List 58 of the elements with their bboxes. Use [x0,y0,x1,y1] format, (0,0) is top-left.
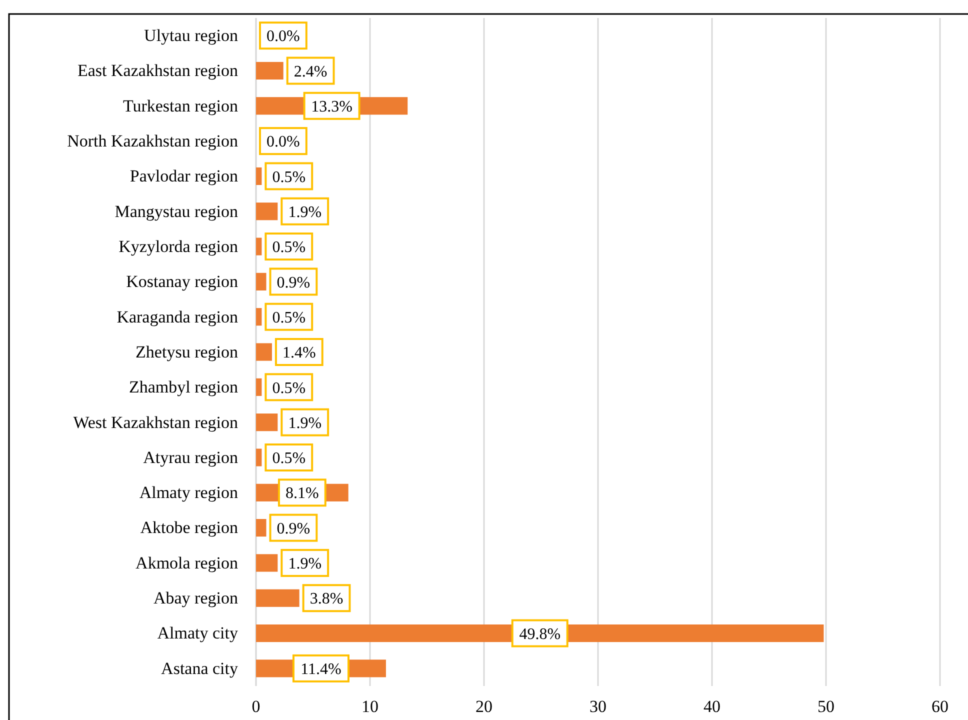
y-tick-label: Kostanay region [126,272,238,292]
x-tick-label: 50 [818,697,834,716]
data-label: 0.5% [272,450,306,468]
x-tick-label: 60 [932,697,948,716]
bar [256,308,262,326]
data-label: 0.0% [266,134,300,151]
data-label: 1.9% [288,556,322,573]
data-label: 0.5% [272,168,306,186]
data-label: 0.9% [276,520,310,538]
x-tick-label: 40 [704,697,720,716]
y-tick-label: Atyrau region [143,448,238,467]
bar [256,519,266,537]
data-label: 0.9% [276,274,310,292]
data-label: 13.3% [311,98,352,116]
bar [256,238,262,256]
x-tick-label: 20 [476,697,492,716]
y-tick-label: West Kazakhstan region [73,412,238,432]
y-tick-label: Akmola region [136,553,238,572]
y-tick-label: Astana city [161,658,238,678]
x-tick-label: 10 [362,697,378,716]
x-tick-label: 30 [590,697,606,716]
y-tick-label: Zhetysu region [136,342,238,362]
bar [256,448,262,466]
data-label: 49.8% [519,626,561,643]
y-tick-label: Aktobe region [140,518,238,538]
data-label: 1.9% [288,414,322,432]
bar [256,343,272,361]
y-tick-label: North Kazakhstan region [67,131,238,150]
data-label: 0.5% [272,309,306,326]
data-label: 1.4% [282,344,316,362]
bar [256,272,266,290]
bar [256,589,300,607]
y-tick-label: Almaty region [139,483,238,502]
bar [256,414,278,432]
x-tick-label: 0 [252,697,260,716]
y-tick-label: East Kazakhstan region [78,61,238,80]
data-label: 2.4% [294,63,328,80]
data-label: 1.9% [288,204,322,221]
y-tick-label: Almaty city [157,624,238,643]
data-label: 8.1% [286,485,319,502]
data-label: 3.8% [310,590,344,608]
y-tick-label: Karaganda region [116,307,238,326]
data-label: 0.0% [266,28,300,46]
y-tick-label: Mangystau region [114,202,238,221]
y-tick-label: Ulytau region [144,26,238,46]
bar [256,202,278,220]
data-label: 0.5% [272,239,306,256]
data-label: 0.5% [272,380,306,397]
y-tick-label: Abay region [153,588,238,608]
y-tick-label: Kyzylorda region [118,236,238,256]
data-label: 11.4% [300,661,342,678]
y-tick-label: Pavlodar region [130,166,238,186]
bar [256,167,262,185]
y-tick-label: Turkestan region [122,96,238,116]
y-tick-label: Zhambyl region [128,378,238,397]
bar [256,554,278,572]
bar [256,62,284,80]
bar [256,378,262,396]
